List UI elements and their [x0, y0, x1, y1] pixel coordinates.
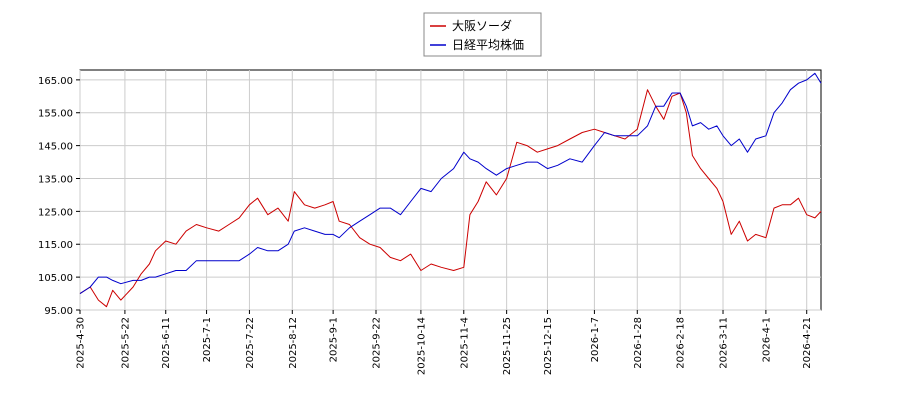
legend: 大阪ソーダ 日経平均株価 — [423, 12, 542, 57]
x-tick-label: 2025-8-12 — [288, 317, 299, 369]
y-tick-label: 125.00 — [38, 207, 73, 218]
y-tick-label: 115.00 — [38, 240, 73, 251]
y-tick-label: 155.00 — [38, 109, 73, 120]
x-tick-label: 2025-11-25 — [502, 317, 513, 375]
x-tick-label: 2025-9-22 — [371, 317, 382, 369]
x-tick-label: 2026-4-21 — [802, 317, 813, 369]
plot-area — [79, 69, 822, 311]
series-line-0 — [79, 89, 822, 308]
x-tick-label: 2025-4-30 — [76, 317, 87, 369]
legend-label-osaka-soda: 大阪ソーダ — [452, 18, 512, 33]
x-tick-label: 2025-6-11 — [161, 317, 172, 369]
grid — [79, 70, 821, 311]
y-tick-label: 165.00 — [38, 76, 73, 87]
x-tick-label: 2026-2-18 — [676, 317, 687, 369]
series-line-1 — [79, 72, 822, 295]
x-tick-label: 2026-3-11 — [719, 317, 730, 369]
y-tick-label: 105.00 — [38, 273, 73, 284]
x-axis: 2025-4-30 2025-5-22 2025-6-11 2025-7-1 2025-… — [76, 310, 813, 375]
x-tick-label: 2025-10-14 — [416, 317, 427, 375]
x-tick-label: 2025-12-15 — [543, 317, 554, 375]
y-tick-label: 135.00 — [38, 174, 73, 185]
x-tick-label: 2026-1-28 — [633, 317, 644, 369]
legend-label-nikkei: 日経平均株価 — [452, 37, 524, 52]
x-tick-label: 2026-4-1 — [761, 317, 772, 362]
x-tick-label: 2026-1-7 — [590, 317, 601, 362]
y-tick-label: 145.00 — [38, 142, 73, 153]
x-tick-label: 2025-11-4 — [459, 317, 470, 369]
x-tick-label: 2025-5-22 — [120, 317, 131, 369]
x-tick-label: 2025-7-22 — [245, 317, 256, 369]
series-lines — [79, 72, 822, 308]
y-axis: 95.00 105.00 115.00 125.00 135.00 145.00 155.0… — [38, 76, 80, 317]
legend-box — [423, 12, 542, 57]
x-tick-label: 2025-7-1 — [202, 317, 213, 362]
x-tick-label: 2025-9-1 — [329, 317, 340, 362]
y-tick-label: 95.00 — [44, 306, 73, 317]
